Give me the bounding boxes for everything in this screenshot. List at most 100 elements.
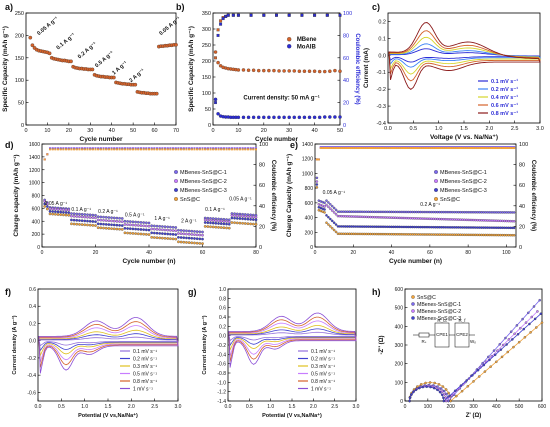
ce-point [361,147,364,150]
rate-annotation: 0.1 A g⁻¹ [71,207,91,213]
y2-axis-label: Coulombic efficiency (%) [354,33,360,104]
y-tick-label: -0.4 [377,121,386,127]
legend-text: MBenes-SnS@C-2 [417,309,461,315]
capacity-point [142,232,145,236]
capacity-point [330,204,334,208]
ce-point [469,147,472,150]
ce-point [482,147,485,150]
capacity-point [94,224,97,227]
capacity-point [174,42,178,47]
ce-point [224,14,228,18]
x-tick-label: 20 [93,250,99,256]
ce-point [493,147,496,150]
capacity-point [206,225,210,228]
capacity-point [133,82,138,87]
ce-point [201,148,204,151]
ce-point [436,147,439,150]
ce-point [446,147,449,150]
capacity-point [254,215,258,219]
capacity-point [297,115,302,120]
capacity-point [96,222,100,226]
ce-point [62,148,65,151]
ce-point [369,147,372,150]
ce-point [185,148,188,151]
x-tick-label: 2.0 [128,404,135,410]
capacity-point [139,232,143,236]
nyquist-point [509,330,513,333]
capacity-point [56,207,60,211]
cv-curve [388,22,541,90]
y-tick-label: 250 [202,43,211,49]
capacity-point [233,221,236,225]
capacity-point [161,232,164,235]
capacity-point [222,222,226,226]
capacity-point [249,218,252,221]
ce-point [78,148,81,151]
capacity-point [334,208,338,212]
capacity-point [217,222,220,225]
capacity-point [78,215,81,219]
x-axis-label: Potential (V vs,Na/Na⁺) [78,412,138,419]
nyquist-point [447,399,450,403]
ce-point [470,147,473,150]
y2-tick-label: 20 [343,101,349,107]
capacity-point [217,219,220,223]
x-tick-label: 30 [87,128,93,134]
y-tick-label: 1600 [29,142,40,148]
y-tick-label: 1200 [302,157,313,163]
x-tick-label: 2.0 [310,404,317,410]
rate-annotation: 0.05 A g⁻¹ [229,197,252,203]
capacity-point [230,216,234,220]
ce-point [238,148,241,151]
y2-tick-label: 60 [259,183,265,189]
ce-point [472,147,475,150]
y-axis-label: Current density (A g⁻¹) [201,315,208,374]
y-tick-label: 0 [37,245,40,251]
nyquist-point [421,385,425,389]
y-tick-label: 200 [15,33,24,39]
nyquist-point [492,349,496,352]
capacity-point [198,242,202,245]
nyquist-point [532,305,536,308]
nyquist-point [527,311,530,315]
capacity-point [171,229,175,232]
y-tick-label: -0.1 [377,70,386,76]
capacity-point [153,224,156,228]
nyquist-point [519,326,522,330]
legend-text: 0.1 mV s⁻¹ [133,349,157,355]
y2-tick-label: 80 [519,163,525,169]
capacity-point [102,215,105,219]
capacity-point [256,68,261,73]
ce-point [386,147,389,150]
capacity-point [328,115,332,119]
x-tick-label: 10 [235,128,241,134]
y-tick-label: 1.0 [219,287,226,293]
ce-point [423,147,426,150]
panel-c: 0.0 0.5 1.0 1.5 2.0 2.5 3.0 -0.4 -0.3 -0.2 -0.1 0.0… [363,12,544,141]
nyquist-curve [409,311,538,402]
legend-text: 0.8 mV s⁻¹ [491,110,518,117]
capacity-point [169,232,172,236]
x-tick-label: 10 [44,128,50,134]
nyquist-point [424,381,427,385]
ce-point [384,147,387,150]
capacity-point [203,218,207,222]
x-tick-label: 50 [337,128,343,134]
nyquist-point [477,375,481,378]
capacity-point [327,215,330,219]
capacity-point [99,222,103,226]
capacity-point [236,68,241,72]
capacity-point [182,229,186,232]
capacity-point [118,216,121,220]
legend-text: MBenes-SnS@C-1 [417,302,461,308]
nyquist-point [488,358,491,362]
ce-point [219,19,223,23]
capacity-point [323,115,327,119]
capacity-point [185,236,188,240]
ce-point [338,13,342,17]
y-tick-label: 600 [32,206,41,212]
capacity-point [107,227,111,230]
capacity-point [155,228,159,231]
capacity-point [225,222,228,226]
capacity-point [198,233,202,237]
